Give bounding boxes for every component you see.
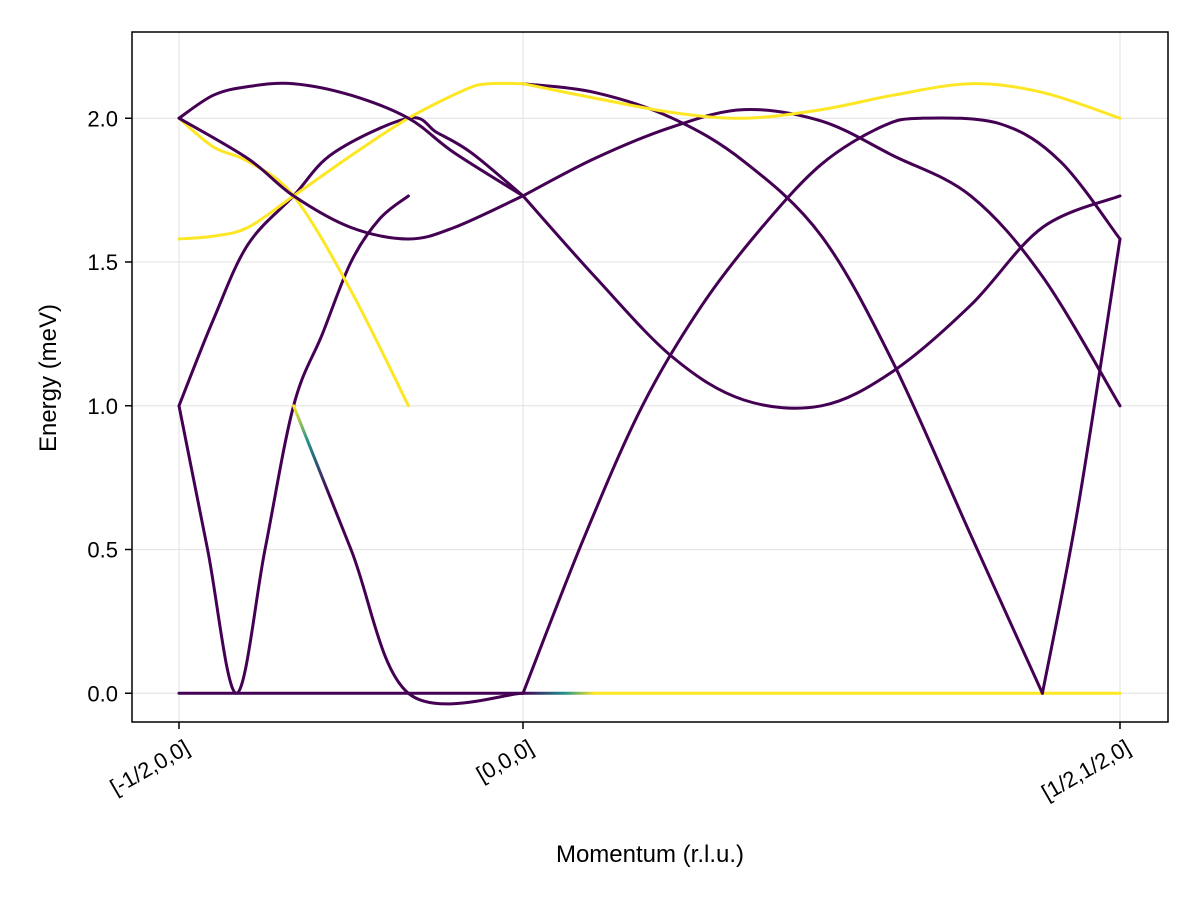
y-tick-label: 0.5 xyxy=(87,538,118,563)
dispersion-curve xyxy=(521,116,1122,695)
dispersion-curve xyxy=(177,116,525,408)
dispersion-curve xyxy=(521,194,1122,410)
y-tick-label: 1.5 xyxy=(87,250,118,275)
y-tick-label: 0.0 xyxy=(87,681,118,706)
x-tick-label: [0,0,0] xyxy=(472,735,537,787)
dispersion-curve xyxy=(177,81,525,198)
dispersion-curve xyxy=(292,404,525,706)
dispersion-curve xyxy=(1040,237,1122,695)
x-axis-ticks: [-1/2,0,0] [0,0,0] [1/2,1/2,0] xyxy=(106,722,1135,805)
dispersion-curve xyxy=(177,194,410,695)
y-tick-label: 2.0 xyxy=(87,106,118,131)
y-axis-label: Energy (meV) xyxy=(35,304,62,452)
dispersion-curve xyxy=(177,81,525,241)
y-axis-ticks: 0.0 0.5 1.0 1.5 2.0 xyxy=(87,106,132,706)
dispersion-curve xyxy=(521,108,1122,408)
dispersion-curve xyxy=(177,116,525,241)
x-tick-label: [-1/2,0,0] xyxy=(106,735,194,800)
plot-frame xyxy=(131,31,1169,723)
dispersion-curve xyxy=(521,82,1122,120)
dispersion-curves xyxy=(177,81,1122,706)
dispersion-curve xyxy=(521,82,1044,695)
x-axis-label: Momentum (r.l.u.) xyxy=(556,841,744,868)
y-tick-label: 1.0 xyxy=(87,394,118,419)
x-tick-label: [1/2,1/2,0] xyxy=(1037,735,1134,806)
